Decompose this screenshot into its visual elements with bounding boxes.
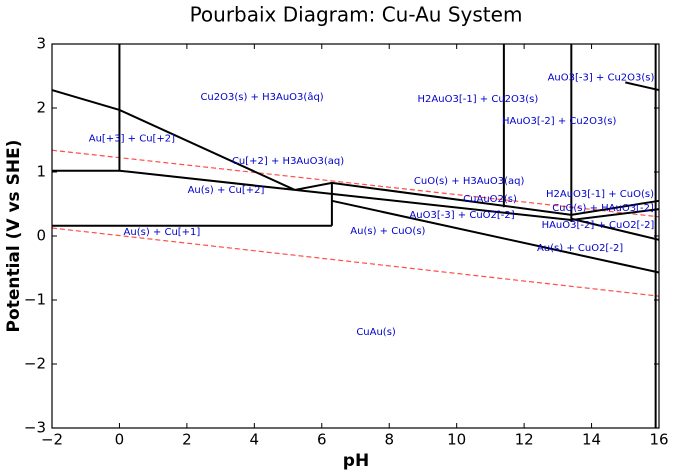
region-label: AuO3[-3] + CuO2[-2] [409, 210, 514, 221]
boundary-line [294, 181, 660, 216]
y-axis-label: Potential (V vs SHE) [4, 140, 24, 333]
y-tick-label: 0 [36, 227, 46, 245]
region-label: CuO(s) + H3AuO3(aq) [414, 176, 525, 187]
y-tick-label: −2 [24, 355, 46, 373]
x-axis-label: pH [343, 451, 369, 471]
x-tick-label: 2 [182, 431, 192, 449]
boundary-line [51, 89, 296, 191]
y-tick-label: −1 [24, 291, 46, 309]
region-label: CuO(s) + HAuO3[-2] [552, 203, 654, 214]
x-tick-label: 0 [115, 431, 125, 449]
region-label: Cu[+2] + H3AuO3(aq) [232, 156, 344, 167]
region-label: Cu2O3(s) + H3AuO3(âq) [200, 91, 323, 103]
region-label: Au[+3] + Cu[+2] [89, 134, 175, 145]
x-tick-label: −2 [41, 431, 63, 449]
region-label: CuAuO2(s) [463, 194, 517, 205]
region-label: H2AuO3[-1] + Cu2O3(s) [418, 94, 539, 105]
region-label: HAuO3[-2] + CuO2[-2] [542, 220, 655, 231]
boundary-line [52, 169, 295, 191]
region-label: HAuO3[-2] + Cu2O3(s) [502, 116, 616, 127]
x-tick-label: 4 [250, 431, 260, 449]
x-tick-label: 16 [649, 431, 668, 449]
x-tick-label: 14 [582, 431, 601, 449]
region-label: H2AuO3[-1] + CuO(s) [546, 189, 654, 200]
region-label: Au(s) + Cu[+1] [124, 227, 201, 238]
water-line [51, 149, 660, 218]
x-tick-label: 12 [515, 431, 534, 449]
region-label: Au(s) + Cu[+2] [188, 185, 265, 196]
boundary-line [331, 199, 660, 274]
y-tick-label: 3 [36, 35, 46, 53]
x-tick-label: 10 [447, 431, 466, 449]
region-label: CuAu(s) [356, 327, 396, 338]
y-tick-label: 1 [36, 163, 46, 181]
water-line [51, 227, 660, 297]
chart-title: Pourbaix Diagram: Cu-Au System [190, 3, 523, 27]
plot-frame [51, 43, 660, 429]
y-tick-label: 2 [36, 99, 46, 117]
y-tick-label: −3 [24, 419, 46, 437]
region-label: Au(s) + CuO2[-2] [537, 243, 623, 254]
boundary-line [625, 81, 660, 92]
x-tick-label: 6 [317, 431, 327, 449]
region-label: AuO3[-3] + Cu2O3(s) [548, 72, 655, 83]
boundary-line [571, 217, 660, 241]
region-label: Au(s) + CuO(s) [350, 226, 425, 237]
x-tick-label: 8 [384, 431, 394, 449]
